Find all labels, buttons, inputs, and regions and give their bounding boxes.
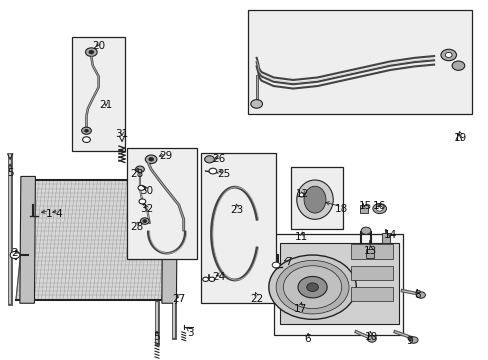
Circle shape xyxy=(145,155,157,163)
Text: 6: 6 xyxy=(304,334,310,344)
Text: 27: 27 xyxy=(172,294,185,303)
Bar xyxy=(279,243,398,324)
Text: 12: 12 xyxy=(296,189,309,199)
Circle shape xyxy=(208,277,214,282)
Text: 2: 2 xyxy=(12,248,18,258)
Circle shape xyxy=(140,218,149,224)
Circle shape xyxy=(82,137,90,143)
Text: 28: 28 xyxy=(130,222,143,232)
Bar xyxy=(273,234,402,336)
Bar xyxy=(201,153,276,303)
Circle shape xyxy=(135,166,144,172)
Text: 5: 5 xyxy=(153,332,160,342)
Circle shape xyxy=(142,220,146,222)
Text: 19: 19 xyxy=(453,133,467,143)
Circle shape xyxy=(297,276,326,298)
Circle shape xyxy=(138,185,144,190)
Circle shape xyxy=(204,156,214,163)
Circle shape xyxy=(276,260,348,314)
Circle shape xyxy=(85,48,97,57)
Polygon shape xyxy=(16,180,174,300)
Circle shape xyxy=(306,283,318,292)
Circle shape xyxy=(148,157,153,161)
Circle shape xyxy=(440,49,456,61)
Circle shape xyxy=(451,61,464,70)
Circle shape xyxy=(445,53,451,58)
Circle shape xyxy=(89,50,94,54)
Circle shape xyxy=(10,251,20,258)
Bar xyxy=(381,233,389,243)
Circle shape xyxy=(372,203,386,213)
Text: 9: 9 xyxy=(406,337,412,346)
Text: 20: 20 xyxy=(92,41,105,51)
Text: 7: 7 xyxy=(285,257,291,267)
Text: 24: 24 xyxy=(212,272,225,282)
Ellipse shape xyxy=(304,186,325,213)
Text: 32: 32 xyxy=(140,204,153,214)
Bar xyxy=(351,266,392,280)
Text: 8: 8 xyxy=(413,290,420,300)
Text: 4: 4 xyxy=(55,209,62,219)
Circle shape xyxy=(84,129,88,132)
Circle shape xyxy=(272,262,280,268)
Circle shape xyxy=(208,168,216,174)
Bar xyxy=(126,148,197,258)
Circle shape xyxy=(202,277,208,282)
Text: 15: 15 xyxy=(358,201,371,211)
Ellipse shape xyxy=(296,180,332,219)
Text: 17: 17 xyxy=(293,304,306,314)
Text: 29: 29 xyxy=(159,151,172,161)
Text: 28: 28 xyxy=(130,168,143,179)
Polygon shape xyxy=(20,176,35,303)
Circle shape xyxy=(375,206,382,211)
Bar xyxy=(351,244,392,258)
Bar xyxy=(366,249,373,257)
Text: 11: 11 xyxy=(295,232,308,242)
Text: 13: 13 xyxy=(364,247,377,256)
Circle shape xyxy=(283,266,341,309)
Text: 10: 10 xyxy=(364,332,377,342)
Text: 14: 14 xyxy=(383,230,396,240)
Text: 31: 31 xyxy=(115,129,128,139)
Text: 5: 5 xyxy=(7,168,14,178)
Bar xyxy=(72,37,125,152)
Text: 22: 22 xyxy=(249,294,263,303)
Circle shape xyxy=(367,336,375,342)
Circle shape xyxy=(139,199,145,204)
Polygon shape xyxy=(162,176,177,303)
Circle shape xyxy=(416,292,425,298)
Bar xyxy=(360,205,367,213)
Bar xyxy=(351,287,392,301)
Bar xyxy=(290,167,343,229)
Text: 21: 21 xyxy=(99,100,112,110)
Circle shape xyxy=(298,193,304,197)
Text: 16: 16 xyxy=(372,201,386,211)
Text: 1: 1 xyxy=(46,209,52,219)
Circle shape xyxy=(361,227,370,234)
Circle shape xyxy=(81,127,91,134)
Circle shape xyxy=(268,255,356,319)
Text: 3: 3 xyxy=(186,328,193,338)
Circle shape xyxy=(250,100,262,108)
Text: 25: 25 xyxy=(217,168,230,179)
Text: 23: 23 xyxy=(230,205,244,215)
Text: 26: 26 xyxy=(212,154,225,164)
Text: 18: 18 xyxy=(334,204,347,214)
Text: 30: 30 xyxy=(140,186,153,197)
Bar xyxy=(248,10,471,114)
Circle shape xyxy=(408,337,417,343)
